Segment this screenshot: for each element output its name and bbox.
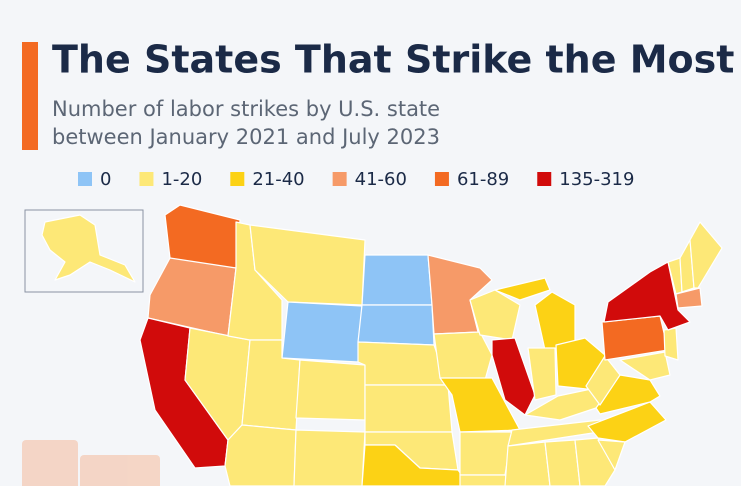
state xyxy=(603,261,691,331)
legend-swatch xyxy=(332,172,347,186)
legend-label: 135-319 xyxy=(559,169,634,190)
state xyxy=(469,289,521,341)
state xyxy=(459,474,513,486)
legend-swatch xyxy=(78,172,92,186)
legend-swatch xyxy=(139,172,154,186)
legend: 0 1-20 21-40 41-60 61-89 135-319 xyxy=(78,169,634,190)
state xyxy=(281,301,363,363)
legend-swatch xyxy=(434,172,449,186)
subtitle: Number of labor strikes by U.S. state xyxy=(52,97,440,121)
inset-frame xyxy=(24,209,144,293)
logo-decoration xyxy=(22,440,160,486)
state xyxy=(41,214,136,283)
state xyxy=(689,221,723,289)
state xyxy=(619,351,671,381)
state xyxy=(357,304,435,346)
state xyxy=(361,444,471,486)
legend-label: 1-20 xyxy=(161,169,202,190)
legend-label: 21-40 xyxy=(252,169,304,190)
subtitle: between January 2021 and July 2023 xyxy=(52,125,440,149)
state xyxy=(675,287,703,309)
state xyxy=(459,431,513,476)
state xyxy=(361,254,433,306)
state xyxy=(597,439,626,471)
state xyxy=(534,291,576,351)
state xyxy=(585,355,621,406)
title: The States That Strike the Most xyxy=(52,38,734,82)
legend-swatch xyxy=(537,172,552,186)
state xyxy=(357,341,449,386)
state xyxy=(574,437,616,486)
legend-swatch xyxy=(230,172,245,186)
states xyxy=(139,204,723,486)
state xyxy=(527,347,557,401)
state xyxy=(293,429,366,486)
state xyxy=(663,327,679,361)
state xyxy=(439,377,521,433)
legend-label: 61-89 xyxy=(457,169,509,190)
legend-label: 0 xyxy=(100,169,111,190)
state xyxy=(494,277,551,301)
state xyxy=(295,359,366,421)
accent-bar xyxy=(22,42,38,150)
state xyxy=(433,331,493,381)
state xyxy=(504,441,551,486)
state xyxy=(224,424,297,486)
state xyxy=(544,439,581,486)
legend-label: 41-60 xyxy=(355,169,407,190)
state xyxy=(587,401,667,443)
state xyxy=(364,384,453,433)
